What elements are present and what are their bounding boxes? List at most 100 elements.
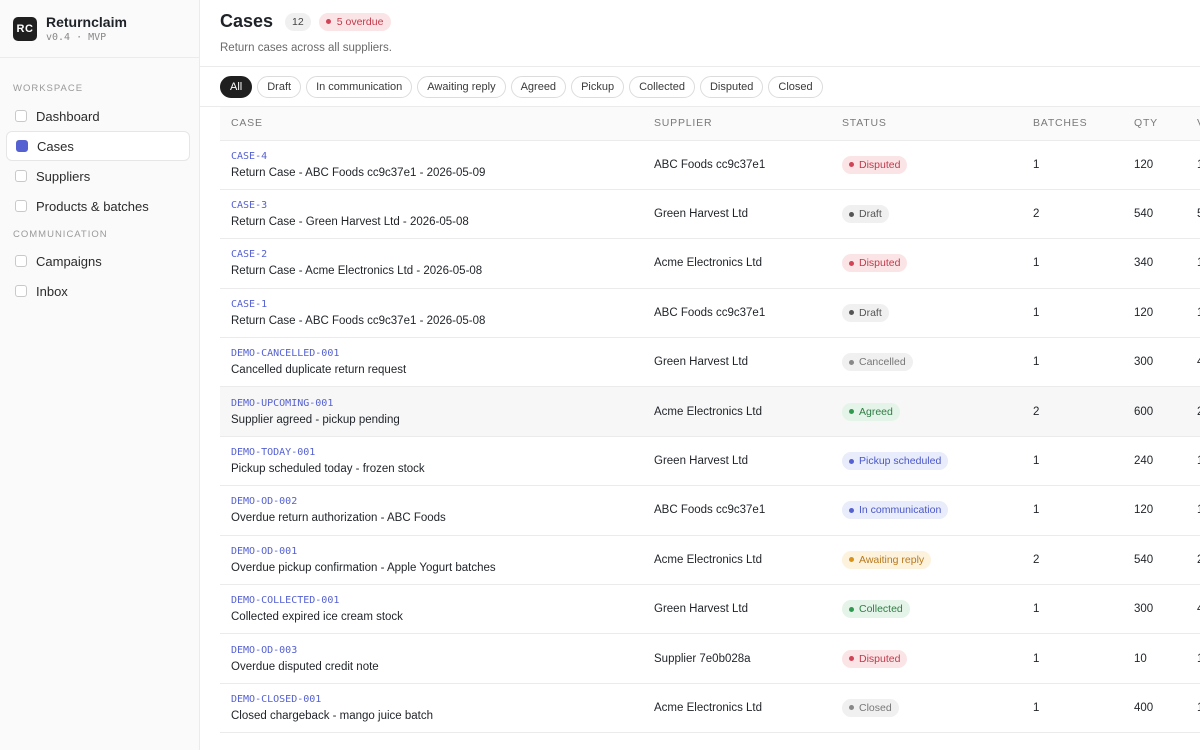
qty-cell: 120	[1123, 485, 1186, 536]
table-row[interactable]: DEMO-OD-003 Overdue disputed credit note S…	[220, 633, 1200, 684]
case-id-link[interactable]: CASE-3	[231, 200, 268, 212]
column-header-batches[interactable]: BATCHES	[1022, 107, 1123, 141]
case-id-link[interactable]: DEMO-TODAY-001	[231, 447, 316, 459]
table-row[interactable]: DEMO-OD-002 Overdue return authorization …	[220, 485, 1200, 536]
case-cell: DEMO-OD-003 Overdue disputed credit note	[220, 633, 643, 684]
batches-cell: 1	[1022, 584, 1123, 635]
qty-cell: 240	[1123, 436, 1186, 487]
value-cell: 1	[1186, 140, 1200, 190]
case-name: Closed chargeback - mango juice batch	[231, 709, 434, 722]
case-cell: DEMO-CANCELLED-001 Cancelled duplicate re…	[220, 337, 643, 388]
case-id-link[interactable]: DEMO-COLLECTED-001	[231, 595, 340, 607]
supplier-cell: Green Harvest Ltd	[643, 436, 831, 487]
column-header-qty[interactable]: QTY	[1123, 107, 1186, 141]
status-label: Collected	[859, 603, 903, 616]
sidebar-item-dashboard[interactable]: Dashboard	[6, 101, 190, 131]
status-cell: Collected	[831, 584, 1022, 635]
status-dot-icon	[849, 310, 854, 316]
page-header: Cases 12 5 overdue Return cases across a…	[200, 0, 1200, 67]
batches-cell: 1	[1022, 683, 1123, 734]
case-id-link[interactable]: DEMO-OD-001	[231, 545, 298, 557]
filter-agreed[interactable]: Agreed	[510, 75, 567, 98]
case-id-link[interactable]: DEMO-CANCELLED-001	[231, 348, 340, 360]
status-dot-icon	[849, 458, 854, 464]
status-cell: In communication	[831, 485, 1022, 536]
column-header-status[interactable]: STATUS	[831, 107, 1022, 141]
qty-cell: 120	[1123, 288, 1186, 339]
sidebar-item-inbox[interactable]: Inbox	[6, 276, 190, 306]
table-row[interactable]: DEMO-COLLECTED-001 Collected expired ice …	[220, 584, 1200, 635]
sidebar-item-suppliers[interactable]: Suppliers	[6, 161, 190, 191]
nav-square-icon	[15, 110, 27, 122]
filter-in-communication[interactable]: In communication	[306, 75, 413, 98]
qty-cell: 300	[1123, 337, 1186, 388]
table-row[interactable]: DEMO-TODAY-001 Pickup scheduled today - f…	[220, 436, 1200, 487]
status-label: Pickup scheduled	[859, 455, 942, 468]
sidebar-section-workspace: WORKSPACE	[13, 83, 84, 94]
status-label: Agreed	[859, 405, 893, 418]
status-label: In communication	[859, 504, 942, 517]
case-cell: DEMO-UPCOMING-001 Supplier agreed - picku…	[220, 386, 643, 437]
case-name: Overdue return authorization - ABC Foods	[231, 512, 446, 525]
value-cell: 2	[1186, 535, 1200, 586]
case-id-link[interactable]: DEMO-OD-002	[231, 496, 298, 508]
case-id-link[interactable]: DEMO-UPCOMING-001	[231, 397, 334, 409]
table-row[interactable]: DEMO-UPCOMING-001 Supplier agreed - picku…	[220, 386, 1200, 437]
status-dot-icon	[849, 260, 854, 266]
filter-awaiting-reply[interactable]: Awaiting reply	[417, 75, 506, 98]
batches-cell: 1	[1022, 436, 1123, 487]
overdue-dot-icon	[325, 19, 331, 24]
qty-cell: 300	[1123, 584, 1186, 635]
sidebar-item-label: Inbox	[36, 283, 68, 299]
sidebar-item-cases[interactable]: Cases	[6, 131, 190, 161]
table-row[interactable]: CASE-2 Return Case - Acme Electronics Ltd…	[220, 238, 1200, 289]
filter-draft[interactable]: Draft	[257, 75, 302, 98]
status-cell: Disputed	[831, 633, 1022, 684]
filter-disputed[interactable]: Disputed	[699, 75, 764, 98]
brand[interactable]: RC Returnclaim v0.4 · MVP	[0, 0, 199, 58]
overdue-badge[interactable]: 5 overdue	[318, 12, 392, 31]
filter-pickup[interactable]: Pickup	[571, 75, 625, 98]
case-id-link[interactable]: CASE-2	[231, 249, 268, 261]
column-header-case[interactable]: CASE	[220, 107, 643, 141]
sidebar-section-communication: COMMUNICATION	[13, 229, 108, 240]
status-badge: Pickup scheduled	[842, 452, 949, 471]
table-row[interactable]: CASE-1 Return Case - ABC Foods cc9c37e1 -…	[220, 288, 1200, 339]
filter-collected[interactable]: Collected	[629, 75, 695, 98]
case-count-badge: 12	[285, 12, 311, 31]
nav-square-icon	[16, 140, 28, 152]
sidebar-item-label: Dashboard	[36, 108, 100, 124]
qty-cell: 400	[1123, 683, 1186, 734]
status-dot-icon	[849, 656, 854, 662]
case-id-link[interactable]: CASE-1	[231, 298, 268, 310]
supplier-cell: Acme Electronics Ltd	[643, 238, 831, 289]
main-content: Cases 12 5 overdue Return cases across a…	[200, 0, 1200, 750]
status-dot-icon	[849, 705, 854, 711]
table-row[interactable]: DEMO-CANCELLED-001 Cancelled duplicate re…	[220, 337, 1200, 388]
status-badge: In communication	[842, 501, 949, 520]
sidebar-item-products-batches[interactable]: Products & batches	[6, 191, 190, 221]
case-cell: CASE-4 Return Case - ABC Foods cc9c37e1 -…	[220, 140, 643, 190]
status-dot-icon	[849, 162, 854, 168]
case-id-link[interactable]: DEMO-OD-003	[231, 644, 298, 656]
case-id-link[interactable]: DEMO-CLOSED-001	[231, 693, 322, 705]
sidebar-item-campaigns[interactable]: Campaigns	[6, 246, 190, 276]
filter-closed[interactable]: Closed	[768, 75, 823, 98]
value-cell: 1	[1186, 436, 1200, 487]
case-name: Overdue disputed credit note	[231, 660, 379, 673]
qty-cell: 600	[1123, 386, 1186, 437]
column-header-supplier[interactable]: SUPPLIER	[643, 107, 831, 141]
table-row[interactable]: CASE-4 Return Case - ABC Foods cc9c37e1 -…	[220, 140, 1200, 190]
supplier-cell: Green Harvest Ltd	[643, 337, 831, 388]
filter-all[interactable]: All	[220, 75, 253, 98]
status-badge: Disputed	[842, 155, 908, 174]
column-header-v[interactable]: V	[1186, 107, 1200, 141]
status-label: Draft	[859, 306, 882, 319]
table-row[interactable]: CASE-3 Return Case - Green Harvest Ltd - …	[220, 189, 1200, 240]
case-cell: DEMO-TODAY-001 Pickup scheduled today - f…	[220, 436, 643, 487]
case-id-link[interactable]: CASE-4	[231, 150, 268, 162]
table-row[interactable]: DEMO-CLOSED-001 Closed chargeback - mango…	[220, 683, 1200, 734]
status-badge: Draft	[842, 303, 889, 322]
table-row[interactable]: DEMO-OD-001 Overdue pickup confirmation -…	[220, 535, 1200, 586]
status-cell: Draft	[831, 189, 1022, 240]
